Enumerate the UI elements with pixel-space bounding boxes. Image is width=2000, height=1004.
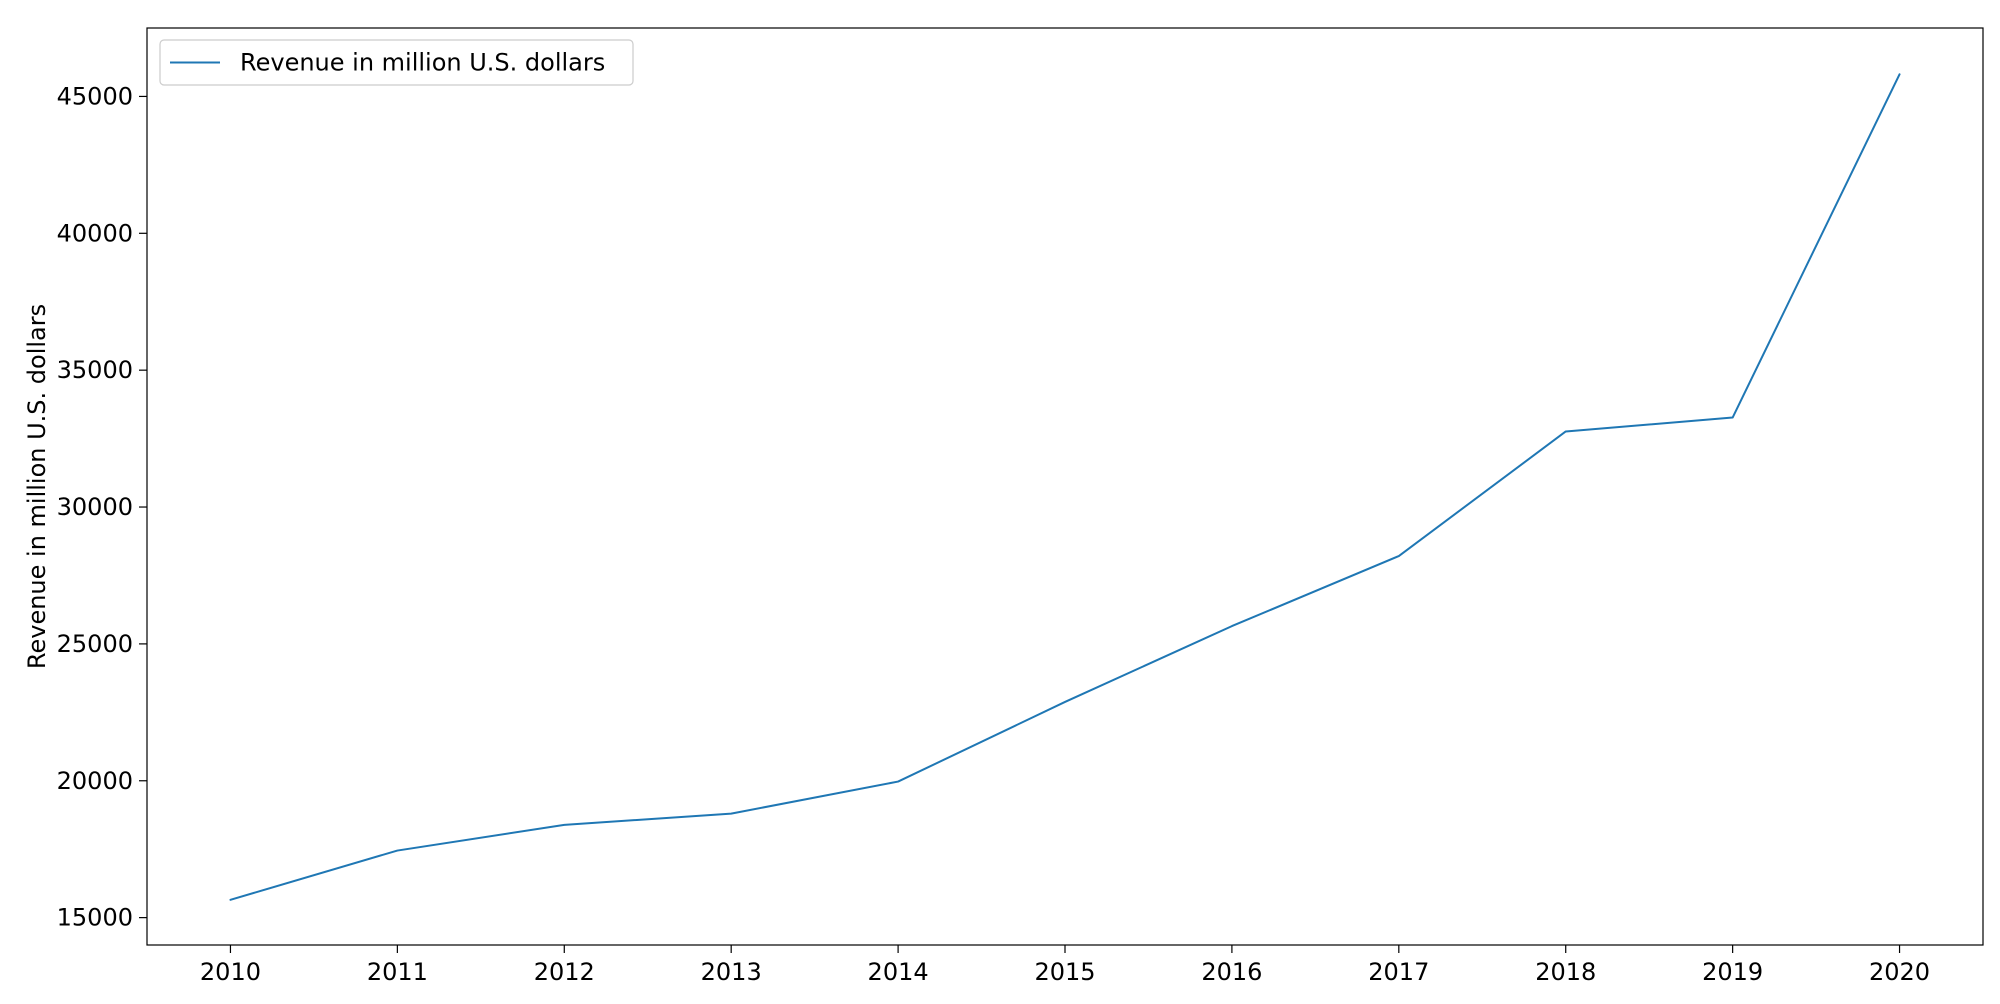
x-tick-label: 2020 [1869, 958, 1930, 986]
axes-layer: 2010 2011 2012 2013 2014 2015 2016 2017 2018 2019… [23, 27, 1984, 986]
x-tick-label: 2011 [367, 958, 428, 986]
y-tick-label: 40000 [57, 219, 133, 247]
x-tick-label: 2013 [701, 958, 762, 986]
plot-layer [229, 73, 1901, 901]
legend: Revenue in million U.S. dollars [159, 39, 634, 86]
y-tick-label: 45000 [57, 82, 133, 110]
x-tick-label: 2016 [1201, 958, 1262, 986]
legend-box [159, 39, 634, 86]
x-tick-label: 2019 [1702, 958, 1763, 986]
x-tick-label: 2010 [200, 958, 261, 986]
x-tick-label: 2012 [534, 958, 595, 986]
x-tick-label: 2017 [1368, 958, 1429, 986]
x-tick-label: 2018 [1535, 958, 1596, 986]
y-tick-label: 25000 [57, 630, 133, 658]
series-line-0 [229, 73, 1901, 901]
x-tick-label: 2015 [1034, 958, 1095, 986]
x-tick-label: 2014 [868, 958, 929, 986]
y-tick-label: 35000 [57, 356, 133, 384]
legend-label-0: Revenue in million U.S. dollars [240, 49, 605, 77]
y-tick-label: 15000 [57, 904, 133, 932]
y-axis-label: Revenue in million U.S. dollars [23, 304, 51, 669]
y-tick-label: 20000 [57, 767, 133, 795]
y-tick-label: 30000 [57, 493, 133, 521]
